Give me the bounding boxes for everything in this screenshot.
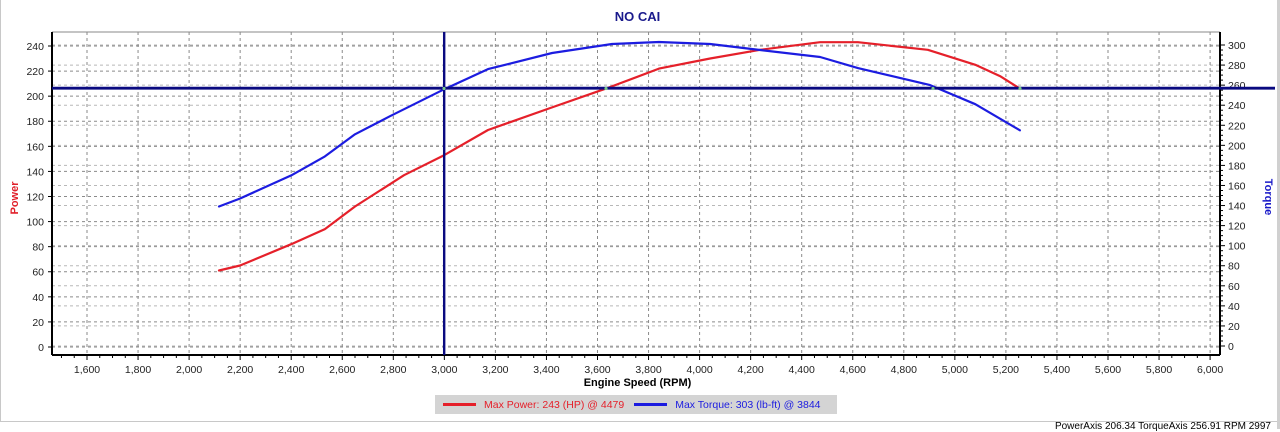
y-right-tick-label: 60 (1228, 281, 1240, 293)
y-left-tick-label: 160 (26, 141, 44, 153)
x-tick-label: 4,800 (891, 364, 917, 376)
y-right-tick-label: 20 (1228, 321, 1240, 333)
x-tick-label: 5,000 (942, 364, 968, 376)
legend-label-torque: Max Torque: 303 (lb-ft) @ 3844 (675, 398, 821, 411)
y-axis-right-label-box: Torque (1257, 175, 1279, 225)
y-left-tick-label: 100 (26, 217, 44, 229)
y-right-tick-label: 220 (1228, 120, 1246, 132)
y-right-tick-label: 280 (1228, 60, 1246, 72)
y-right-tick-label: 140 (1228, 201, 1246, 213)
x-tick-label: 3,200 (482, 364, 508, 376)
y-left-tick-label: 200 (26, 91, 44, 103)
torque-curve (217, 40, 1022, 208)
window-right-edge (1277, 0, 1280, 429)
legend-swatch-torque (634, 403, 668, 406)
x-tick-label: 3,400 (533, 364, 559, 376)
y-right-tick-label: 0 (1228, 341, 1234, 353)
y-left-tick-label: 140 (26, 166, 44, 178)
y-left-tick-label: 80 (32, 242, 44, 254)
x-tick-label: 3,000 (431, 364, 457, 376)
x-tick-label: 2,000 (176, 364, 202, 376)
x-tick-label: 4,000 (686, 364, 712, 376)
y-right-tick-label: 180 (1228, 160, 1246, 172)
x-tick-label: 5,200 (993, 364, 1019, 376)
x-tick-label: 1,600 (74, 364, 100, 376)
legend-label-power: Max Power: 243 (HP) @ 4479 (484, 398, 625, 411)
x-tick-label: 5,600 (1095, 364, 1121, 376)
y-right-tick-label: 260 (1228, 80, 1246, 92)
x-tick-label: 2,800 (380, 364, 406, 376)
y-left-tick-label: 60 (32, 267, 44, 279)
x-tick-label: 6,000 (1197, 364, 1223, 376)
y-left-tick-label: 0 (38, 342, 44, 354)
x-tick-label: 4,200 (738, 364, 764, 376)
x-tick-label: 3,800 (635, 364, 661, 376)
status-bar: PowerAxis 206.34 TorqueAxis 256.91 RPM 2… (0, 421, 1277, 432)
window-left-edge (0, 0, 1, 429)
plot-area (52, 32, 1220, 355)
x-tick-label: 2,600 (329, 364, 355, 376)
x-tick-label: 5,400 (1044, 364, 1070, 376)
x-tick-label: 1,800 (125, 364, 151, 376)
y-right-tick-label: 120 (1228, 221, 1246, 233)
crosshair-intersection-marker (442, 86, 446, 91)
y-right-tick-label: 240 (1228, 100, 1246, 112)
y-left-tick-label: 220 (26, 66, 44, 78)
crosshair-intersection-marker (931, 86, 935, 91)
y-left-tick-label: 20 (32, 317, 44, 329)
y-right-tick-label: 160 (1228, 180, 1246, 192)
legend-swatch-power (443, 403, 476, 406)
x-tick-label: 4,400 (789, 364, 815, 376)
crosshair-intersection-marker (604, 86, 608, 91)
crosshair-intersection-marker (1018, 86, 1022, 91)
y-left-tick-label: 180 (26, 116, 44, 128)
x-tick-label: 5,800 (1146, 364, 1172, 376)
chart-legend: Max Power: 243 (HP) @ 4479 Max Torque: 3… (435, 395, 837, 414)
y-axis-left-label-box: Power (5, 180, 27, 220)
y-right-tick-label: 100 (1228, 241, 1246, 253)
x-tick-label: 2,400 (278, 364, 304, 376)
y-left-tick-label: 40 (32, 292, 44, 304)
x-axis-label: Engine Speed (RPM) (583, 377, 692, 389)
y-left-tick-label: 120 (26, 191, 44, 203)
legend-item-torque[interactable]: Max Torque: 303 (lb-ft) @ 3844 (634, 398, 821, 411)
x-tick-label: 4,600 (840, 364, 866, 376)
status-bar-readout: PowerAxis 206.34 TorqueAxis 256.91 RPM 2… (1054, 421, 1271, 432)
y-axis-right-label: Torque (1262, 178, 1274, 216)
y-axis-left-label: Power (9, 181, 21, 215)
y-right-tick-label: 40 (1228, 301, 1240, 313)
y-left-tick-label: 240 (26, 41, 44, 53)
chart-title: NO CAI (614, 9, 661, 24)
y-right-tick-label: 80 (1228, 261, 1240, 273)
y-right-tick-label: 200 (1228, 140, 1246, 152)
y-right-tick-label: 300 (1228, 40, 1246, 52)
x-tick-label: 3,600 (584, 364, 610, 376)
legend-item-power[interactable]: Max Power: 243 (HP) @ 4479 (443, 399, 624, 411)
x-tick-label: 2,200 (227, 364, 253, 376)
